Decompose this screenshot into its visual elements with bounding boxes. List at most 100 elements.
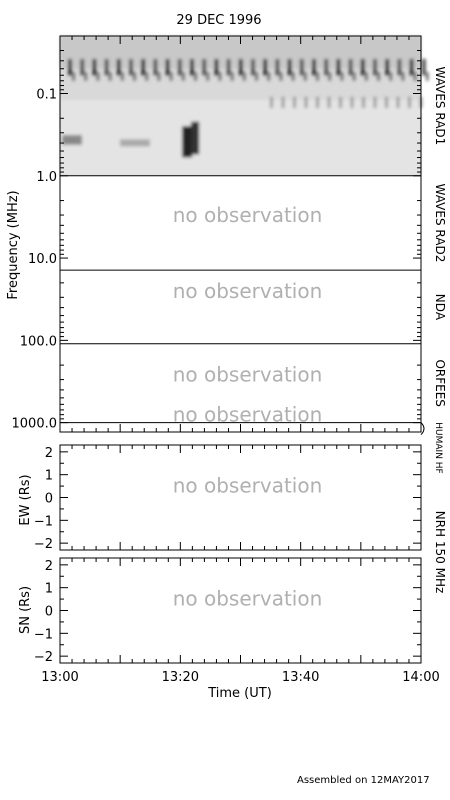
no-observation-label: no observation (173, 474, 323, 498)
burst-tail-mark (377, 72, 380, 81)
faint-trail-mark (350, 96, 354, 108)
assembled-footer: Assembled on 12MAY2017 (297, 775, 430, 786)
burst-mark (299, 58, 304, 76)
faint-trail-mark (362, 96, 365, 108)
burst-mark (177, 58, 182, 76)
band-label: WAVES RAD2 (433, 184, 447, 263)
ew-tick-label: −2 (34, 537, 53, 552)
burst-tail-mark (108, 72, 112, 81)
instrument-band-labels: WAVES RAD1 WAVES RAD2 NDA ORFEES HUMAIN HF (433, 66, 447, 473)
frequency-tick-label: 10.0 (28, 252, 57, 267)
no-observation-label: no observation (173, 362, 323, 386)
nrh-instrument-label: NRH 150 MHz (433, 511, 447, 594)
spectrogram-lower-band (60, 100, 421, 176)
burst-mark (238, 58, 243, 76)
burst-mark (421, 58, 426, 76)
faint-trail-mark (327, 96, 331, 108)
burst-mark (287, 58, 292, 76)
burst-tail-mark (230, 72, 234, 81)
burst-tail-mark (303, 72, 307, 81)
faint-trail-mark (396, 96, 400, 108)
burst-tail-mark (72, 72, 75, 81)
time-axis-label: Time (UT) (207, 686, 272, 701)
time-tick-label: 13:20 (162, 670, 199, 685)
burst-mark (324, 58, 329, 76)
burst-mark (312, 58, 316, 76)
band-label: WAVES RAD1 (433, 66, 447, 145)
burst-tail-mark (145, 72, 149, 81)
ew-tick-label: −1 (34, 514, 53, 529)
burst-tail-mark (413, 72, 417, 81)
burst-tail-mark (255, 72, 258, 81)
burst-mark (153, 58, 158, 76)
chart-title: 29 DEC 1996 (176, 13, 261, 28)
burst-tail-mark (279, 72, 283, 81)
burst-tail-mark (328, 72, 332, 81)
no-observation-label: no observation (173, 587, 323, 611)
burst-tail-mark (291, 72, 295, 81)
faint-trail-mark (304, 96, 308, 108)
burst-tail-mark (425, 72, 429, 81)
faint-trail-mark (316, 96, 319, 108)
burst-mark (165, 58, 170, 76)
band-label: HUMAIN HF (433, 422, 443, 473)
burst-tail-mark (120, 72, 124, 81)
band-bracket (420, 422, 425, 435)
burst-mark (373, 58, 377, 76)
time-tick-label: 13:00 (41, 670, 78, 685)
ew-tick-label: 2 (45, 446, 53, 461)
no-observation-label: no observation (173, 279, 323, 303)
time-tick-label: 13:40 (282, 670, 319, 685)
time-axis-tick-labels: 13:00 13:20 13:40 14:00 (41, 670, 439, 685)
faint-feature-mark (62, 135, 82, 145)
frequency-axis-ticks: 0.1 1.0 10.0 100.0 1000.0 (12, 36, 422, 432)
frequency-tick-label: 0.1 (36, 88, 57, 103)
faint-trail-mark (373, 96, 377, 108)
burst-mark (104, 58, 109, 76)
burst-mark (129, 58, 133, 76)
burst-tail-mark (389, 72, 393, 81)
event-mark (182, 126, 193, 158)
burst-tail-mark (96, 72, 100, 81)
ew-panel: 2 1 0 −1 −2 no observation (34, 444, 422, 552)
burst-tail-mark (194, 72, 197, 81)
burst-mark (336, 58, 341, 76)
burst-mark (92, 58, 97, 76)
faint-trail-mark (281, 96, 285, 108)
burst-tail-mark (340, 72, 344, 81)
burst-mark (251, 58, 255, 76)
burst-mark (141, 58, 146, 76)
spectrogram-waves-rad1 (60, 36, 429, 433)
frequency-axis-label: Frequency (MHz) (6, 190, 21, 299)
sn-panel: 2 1 0 −1 −2 no observation (34, 557, 422, 665)
sn-tick-label: −2 (34, 650, 53, 665)
band-label: ORFEES (433, 359, 447, 406)
frequency-tick-label: 1000.0 (12, 417, 58, 432)
sn-axis-label: SN (Rs) (18, 586, 33, 634)
burst-mark (190, 58, 194, 76)
burst-mark (397, 58, 402, 76)
burst-tail-mark (206, 72, 210, 81)
burst-mark (68, 58, 72, 76)
burst-mark (275, 58, 280, 76)
burst-mark (116, 58, 121, 76)
burst-mark (360, 58, 365, 76)
unobserved-area (60, 175, 421, 433)
ew-border (59, 444, 422, 551)
burst-tail-mark (157, 72, 161, 81)
no-observation-label: no observation (173, 203, 323, 227)
faint-trail-mark (408, 96, 411, 108)
burst-mark (263, 58, 268, 76)
burst-mark (214, 58, 219, 76)
frequency-tick-label: 1.0 (36, 170, 57, 185)
sn-border (59, 557, 422, 664)
burst-tail-mark (267, 72, 271, 81)
burst-tail-mark (169, 72, 173, 81)
faint-trail-mark (293, 96, 296, 108)
sn-tick-label: 0 (45, 605, 53, 620)
faint-feature-mark (120, 139, 150, 147)
burst-tail-mark (84, 72, 88, 81)
burst-tail-mark (352, 72, 356, 81)
burst-mark (80, 58, 85, 76)
